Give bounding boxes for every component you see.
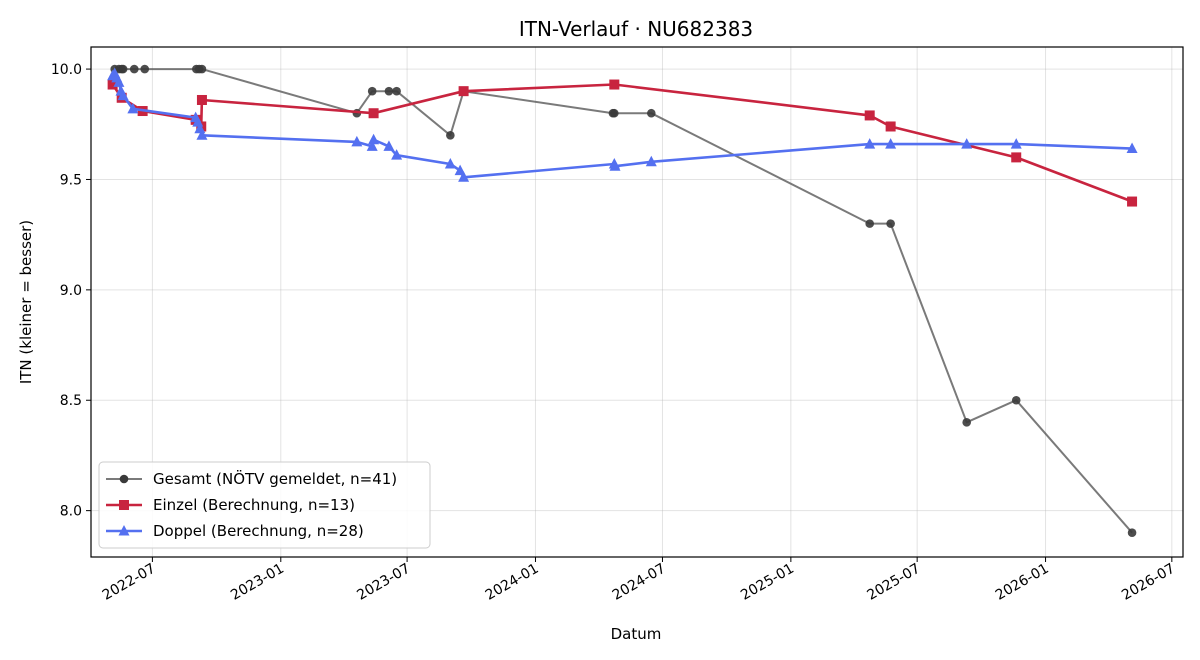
x-tick-label: 2025-01 [738, 561, 797, 604]
data-point [366, 140, 378, 151]
data-point [197, 64, 207, 74]
x-tick-label: 2023-01 [228, 561, 287, 604]
data-point [368, 108, 379, 119]
x-tick-label: 2025-07 [864, 561, 923, 604]
data-point [383, 140, 395, 151]
data-point [368, 133, 380, 145]
data-point [647, 108, 656, 118]
y-tick-label: 8.5 [60, 393, 82, 409]
data-point [962, 418, 971, 427]
series-triangle [107, 67, 1138, 182]
legend: Gesamt (NÖTV gemeldet, n=41) Einzel (Bere… [98, 461, 431, 549]
x-tick-label: 2024-07 [610, 561, 669, 604]
data-point [384, 86, 394, 96]
y-axis-title: ITN (kleiner = besser) [17, 220, 35, 384]
chart-title: ITN-Verlauf · NU682383 [519, 17, 753, 41]
data-point [392, 86, 401, 96]
data-point [367, 86, 377, 96]
x-tick-label: 2024-01 [483, 561, 542, 604]
data-point [886, 219, 895, 228]
data-point [196, 94, 207, 105]
y-tick-label: 8.0 [60, 504, 82, 520]
x-tick-label: 2026-01 [993, 561, 1052, 604]
data-point [351, 135, 363, 147]
data-point [444, 158, 456, 169]
data-point [864, 138, 876, 149]
x-tick-label: 2023-07 [354, 561, 413, 604]
data-point [446, 131, 455, 140]
legend-label: Doppel (Berechnung, n=28) [153, 522, 364, 540]
data-point [1126, 142, 1138, 154]
data-point [192, 116, 204, 127]
x-tick-label: 2022-07 [100, 561, 159, 604]
x-tick-label: 2026-07 [1119, 561, 1178, 604]
legend-items: Gesamt (NÖTV gemeldet, n=41) Einzel (Bere… [106, 469, 397, 540]
data-point [458, 86, 469, 97]
y-tick-label: 9.0 [60, 283, 82, 299]
data-point [196, 129, 208, 140]
legend-swatch-marker [118, 525, 130, 536]
data-point [127, 102, 139, 114]
legend-entry: Doppel (Berechnung, n=28) [106, 522, 364, 540]
series-circle [110, 64, 1137, 538]
series-line [111, 72, 1133, 179]
data-point [140, 64, 150, 74]
legend-label: Gesamt (NÖTV gemeldet, n=41) [153, 469, 397, 488]
data-point [194, 122, 206, 134]
x-axis-title: Datum [611, 625, 662, 643]
legend-label: Einzel (Berechnung, n=13) [153, 496, 355, 514]
series-layer [107, 64, 1138, 538]
data-point [864, 110, 875, 121]
data-point [885, 121, 896, 132]
legend-box [98, 461, 431, 549]
data-point [118, 64, 128, 74]
data-point [113, 76, 125, 87]
data-point [961, 138, 973, 149]
legend-swatch-marker [119, 500, 129, 510]
data-point [610, 108, 619, 118]
data-point [1011, 152, 1022, 163]
data-point [609, 79, 620, 90]
data-point [117, 89, 129, 101]
data-point [1127, 196, 1138, 207]
data-point [454, 164, 466, 176]
legend-entry: Gesamt (NÖTV gemeldet, n=41) [106, 469, 397, 488]
data-point [609, 160, 621, 171]
plot-frame [90, 46, 1184, 558]
data-point [458, 171, 470, 182]
data-point [1011, 395, 1021, 405]
data-point [885, 138, 897, 149]
data-point [1127, 528, 1137, 538]
y-tick-label: 9.5 [60, 172, 82, 188]
data-point [645, 155, 657, 167]
y-tick-label: 10.0 [51, 62, 82, 78]
data-point [1010, 138, 1022, 149]
legend-swatch-marker [119, 474, 129, 484]
data-point [129, 64, 139, 74]
data-point [391, 149, 403, 160]
legend-entry: Einzel (Berechnung, n=13) [106, 496, 355, 514]
data-point [107, 79, 118, 90]
data-point [865, 219, 875, 228]
